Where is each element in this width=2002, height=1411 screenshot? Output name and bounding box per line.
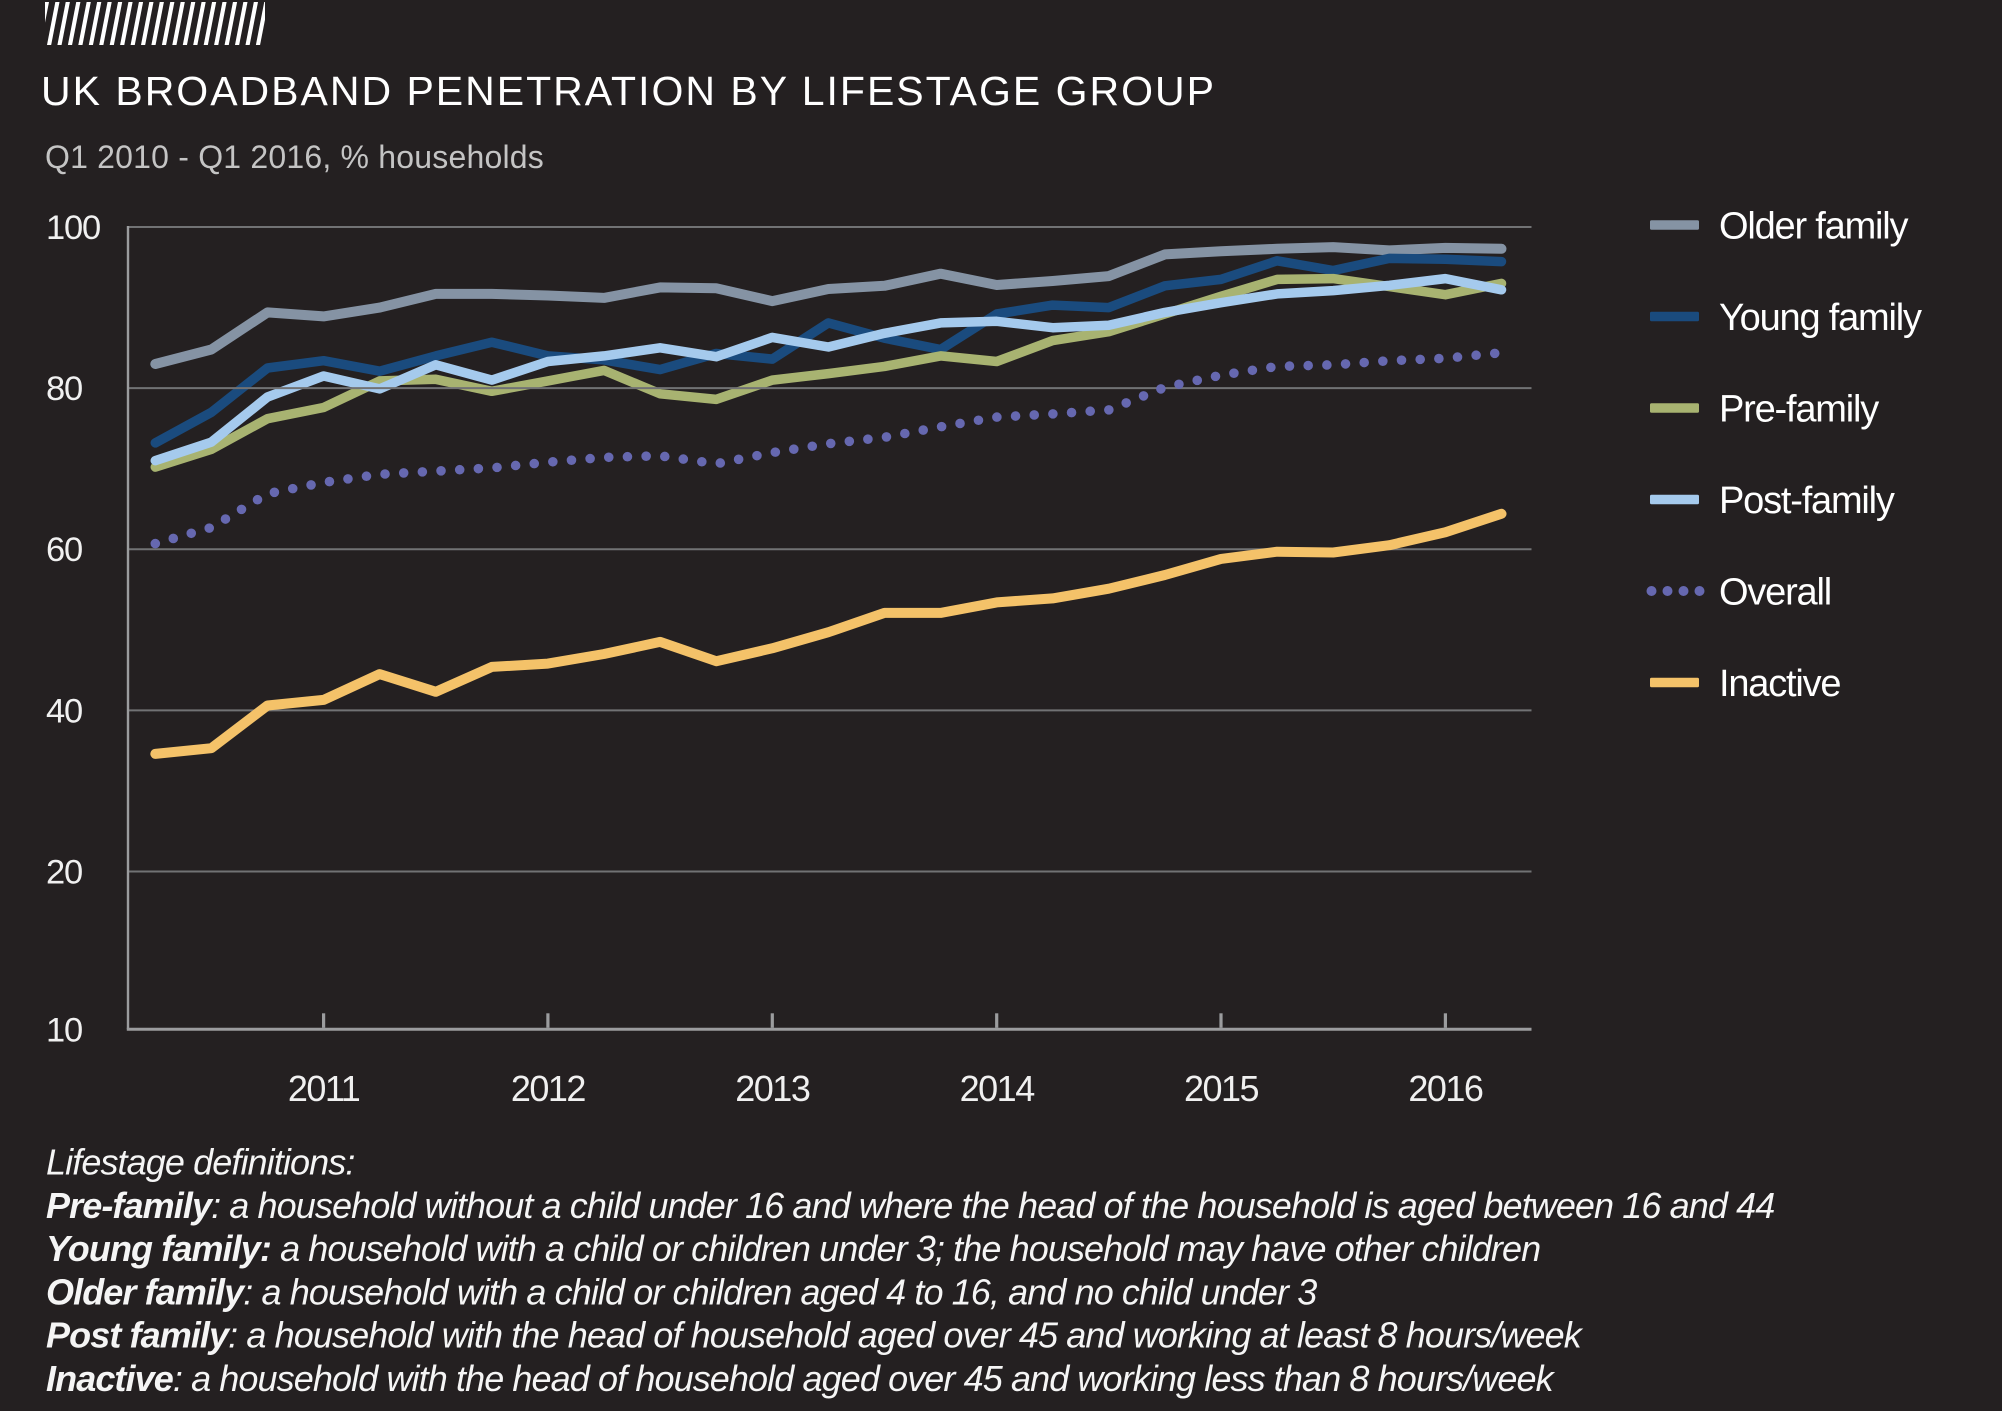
svg-text:Overall: Overall bbox=[1719, 572, 1831, 614]
svg-text:60: 60 bbox=[46, 531, 82, 569]
svg-text:Pre-family: Pre-family bbox=[1719, 389, 1879, 431]
svg-text:UK BROADBAND PENETRATION BY LI: UK BROADBAND PENETRATION BY LIFESTAGE GR… bbox=[41, 68, 1216, 114]
svg-text:Young family: a household with: Young family: a household with a child o… bbox=[46, 1228, 1540, 1269]
svg-text:2012: 2012 bbox=[511, 1068, 586, 1109]
svg-text:2014: 2014 bbox=[960, 1068, 1035, 1109]
svg-text:20: 20 bbox=[46, 854, 82, 892]
svg-text:2016: 2016 bbox=[1408, 1068, 1483, 1109]
svg-text:Post family: a household with: Post family: a household with the head o… bbox=[46, 1315, 1584, 1356]
svg-text:Inactive: Inactive bbox=[1719, 663, 1840, 705]
svg-text:10: 10 bbox=[46, 1011, 82, 1049]
svg-text:100: 100 bbox=[46, 209, 100, 247]
svg-text:2015: 2015 bbox=[1184, 1068, 1259, 1109]
svg-text:80: 80 bbox=[46, 370, 82, 408]
svg-text:Inactive: a household with the: Inactive: a household with the head of h… bbox=[46, 1358, 1556, 1399]
svg-text:2011: 2011 bbox=[288, 1068, 360, 1109]
svg-text:Post-family: Post-family bbox=[1719, 480, 1895, 522]
svg-text:Young family: Young family bbox=[1719, 297, 1922, 339]
svg-text:Older family: Older family bbox=[1719, 206, 1909, 248]
svg-text:Lifestage definitions:: Lifestage definitions: bbox=[46, 1142, 354, 1183]
svg-text:40: 40 bbox=[46, 692, 82, 730]
svg-text:Q1 2010 - Q1 2016, % household: Q1 2010 - Q1 2016, % households bbox=[45, 139, 544, 175]
svg-text:Older family: a household with: Older family: a household with a child o… bbox=[46, 1271, 1317, 1312]
svg-text:2013: 2013 bbox=[735, 1068, 810, 1109]
svg-text:Pre-family: a household withou: Pre-family: a household without a child … bbox=[46, 1185, 1774, 1226]
